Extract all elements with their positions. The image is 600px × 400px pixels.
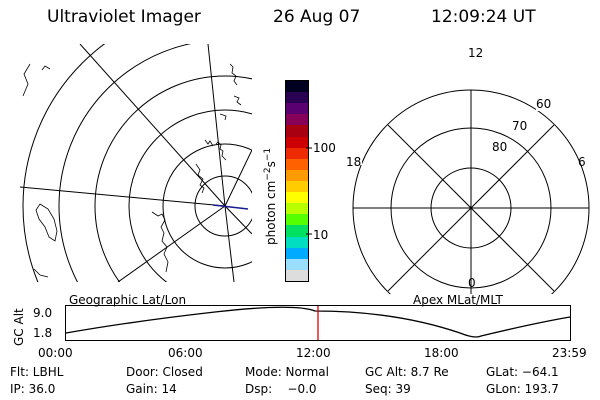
colorbar-swatch [286, 192, 308, 204]
mlt-label-12: 12 [468, 46, 484, 60]
colorbar-swatch [286, 169, 308, 181]
orbit-altitude-curve [65, 306, 571, 338]
colorbar-swatch [286, 225, 308, 237]
coastline [33, 268, 49, 278]
seq-info: Seq: 39 [365, 382, 411, 396]
coastline [151, 211, 169, 273]
meridian-line [207, 44, 226, 207]
date-label: 26 Aug 07 [273, 7, 361, 27]
lat-circle [162, 143, 252, 269]
colorbar-tick-100: 100 [313, 141, 336, 155]
ip-info: IP: 36.0 [10, 382, 56, 396]
colorbar-ticks [306, 147, 312, 235]
lat-circle [22, 44, 106, 282]
colorbar-swatch [286, 214, 308, 226]
geo-caption: Geographic Lat/Lon [69, 293, 187, 307]
geographic-map [20, 44, 252, 282]
colorbar-swatch [286, 114, 308, 126]
door-info: Door: Closed [126, 365, 203, 379]
orbit-xtick-1800: 18:00 [424, 346, 459, 360]
filter-info: Flt: LBHL [10, 365, 64, 379]
mlat-label-60: 60 [536, 97, 552, 111]
meridian-line [224, 149, 252, 207]
colorbar-swatch [286, 125, 308, 137]
meridian-line [20, 186, 226, 207]
colorbar-unit-label: photon cm−2s−1 [263, 147, 278, 245]
colorbar-swatch [286, 81, 308, 93]
orbit-xtick-1200: 12:00 [296, 346, 331, 360]
orbit-axis-label: GC Alt [12, 308, 26, 346]
coastline [35, 203, 58, 242]
time-label: 12:09:24 UT [431, 7, 536, 27]
gc-alt-info: GC Alt: 8.7 Re [365, 365, 449, 379]
orbit-xtick-0000: 00:00 [38, 346, 73, 360]
orbit-ytick-max: 9.0 [33, 306, 53, 320]
lat-circle [58, 44, 192, 282]
colorbar-swatch [286, 158, 308, 170]
colorbar-swatch [286, 269, 308, 281]
coastline [195, 139, 227, 194]
lat-circle [94, 75, 252, 282]
gain-info: Gain: 14 [126, 382, 177, 396]
colorbar-swatch [286, 258, 308, 270]
colorbar-swatch [286, 203, 308, 215]
glat-info: GLat: −64.1 [486, 365, 559, 379]
coastline [22, 63, 51, 97]
colorbar-swatch [286, 180, 308, 193]
meridian-line [79, 44, 226, 207]
orbit-xtick-0600: 06:00 [168, 346, 203, 360]
polar-caption: Apex MLat/MLT [413, 293, 503, 307]
lat-circle [194, 175, 252, 237]
colorbar-swatch [286, 236, 308, 248]
colorbar-swatch [286, 247, 308, 259]
mlt-diagonal [387, 124, 555, 292]
mlt-label-18: 18 [346, 155, 362, 169]
meridian-line [224, 205, 252, 235]
mlat-label-70: 70 [512, 119, 528, 133]
satellite-track [212, 204, 249, 210]
mlat-label-80: 80 [492, 140, 508, 154]
meridian-line [224, 205, 235, 282]
polar-plot [342, 46, 590, 294]
coastline [219, 63, 242, 121]
orbit-plot [65, 305, 571, 341]
mlt-label-0: 0 [468, 276, 476, 290]
colorbar-swatch [286, 147, 308, 159]
colorbar-swatch [286, 92, 308, 104]
color-scale-bar [285, 80, 309, 282]
dsp-info: Dsp: −0.0 [245, 382, 317, 396]
glon-info: GLon: 193.7 [486, 382, 559, 396]
colorbar-tick-10: 10 [313, 228, 329, 242]
imager-title: Ultraviolet Imager [47, 7, 201, 27]
lat-circle [128, 109, 252, 282]
colorbar-swatch [286, 103, 308, 115]
colorbar-swatch [286, 136, 308, 148]
mode-info: Mode: Normal [245, 365, 329, 379]
orbit-xtick-2359: 23:59 [552, 346, 587, 360]
mlt-label-6: 6 [578, 155, 586, 169]
orbit-ytick-min: 1.8 [33, 326, 53, 340]
meridian-line [117, 205, 226, 282]
